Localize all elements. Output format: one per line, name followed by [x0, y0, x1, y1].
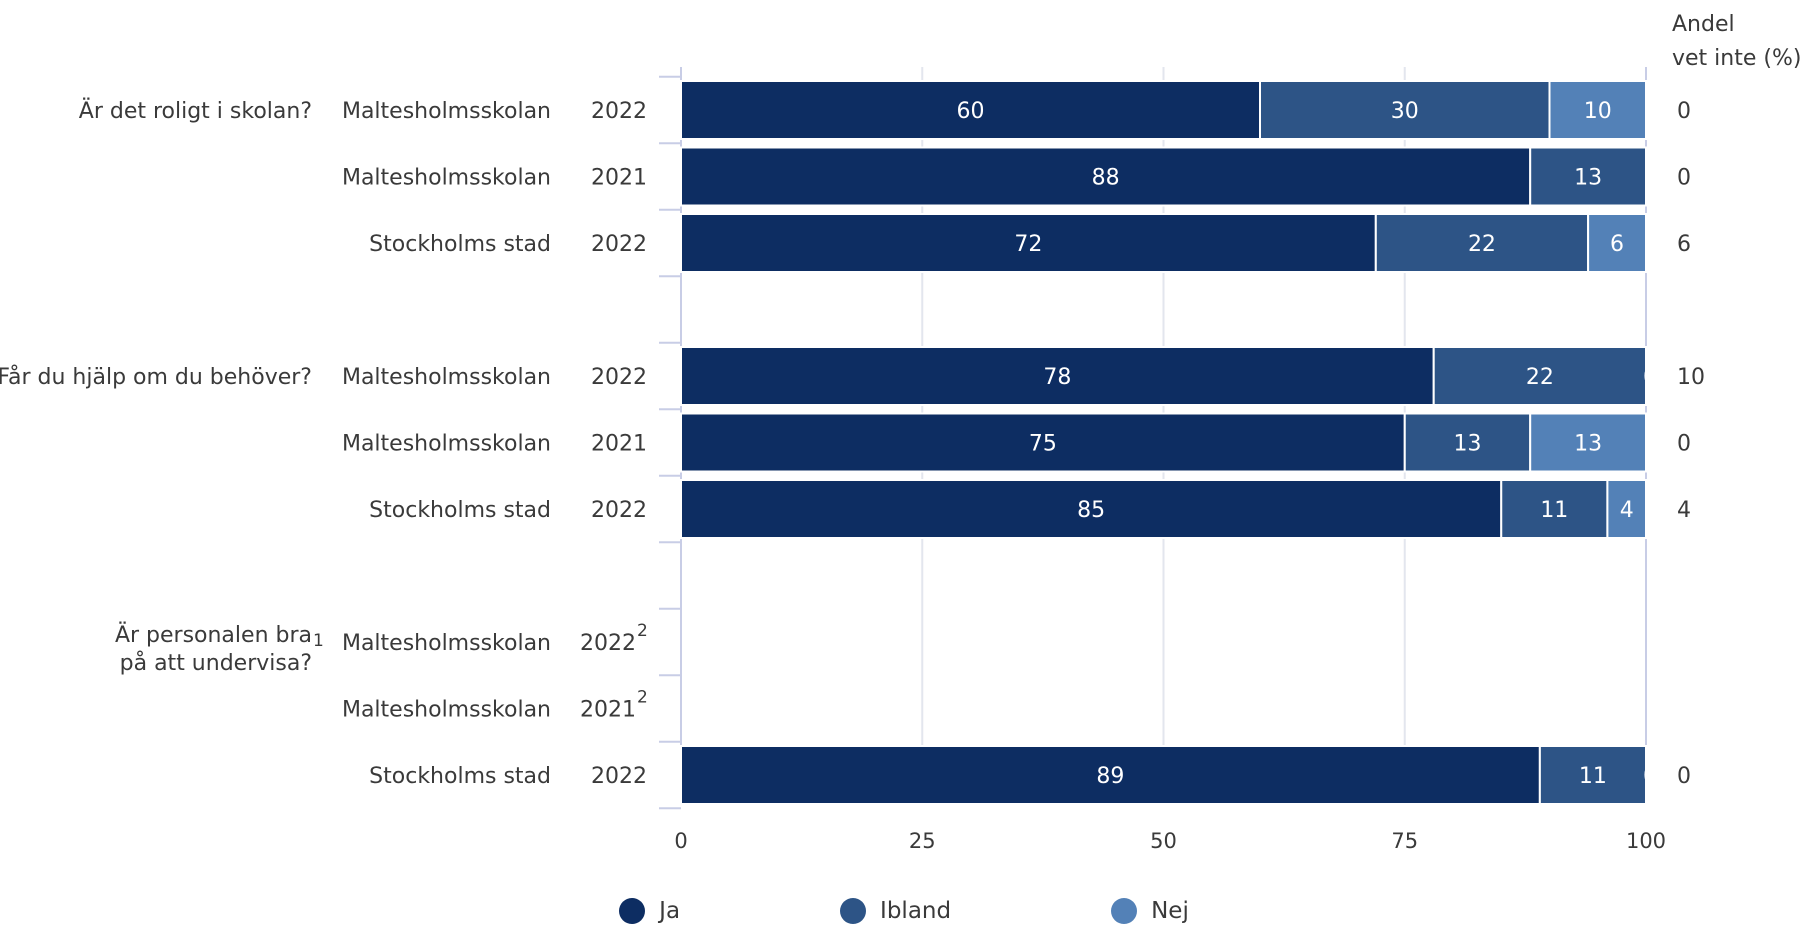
bar-segment — [1500, 479, 1609, 539]
bar-segment — [1606, 479, 1648, 539]
bar-segment — [680, 412, 1406, 473]
legend-label-nej: Nej — [1151, 898, 1189, 924]
year-label: 2022 — [591, 365, 647, 390]
bar-segment — [680, 346, 1435, 406]
x-tick-label: 0 — [674, 829, 687, 853]
bar-value-label: 85 — [1077, 498, 1105, 523]
dont-know-value: 6 — [1677, 232, 1691, 257]
question-label: Får du hjälp om du behöver? — [0, 364, 312, 390]
bar-value-label: 13 — [1574, 166, 1602, 191]
dont-know-value: 0 — [1677, 764, 1691, 789]
legend-swatch-ibland — [840, 898, 867, 924]
dont-know-header: Andel — [1672, 12, 1735, 37]
bar-value-label: 75 — [1029, 432, 1057, 457]
unit-label: Maltesholmsskolan — [342, 166, 551, 191]
year-label: 2022 — [591, 498, 647, 523]
bar-value-label: 72 — [1014, 232, 1042, 257]
bar-segment — [1529, 412, 1647, 473]
bar-value-label: 10 — [1584, 99, 1612, 124]
question-footnote: 1 — [313, 631, 324, 651]
x-tick-label: 25 — [909, 829, 936, 853]
year-label: 2022 — [591, 99, 647, 124]
year-label: 2021 — [591, 166, 647, 191]
bar-segment — [1587, 213, 1647, 273]
bar-segment — [1538, 745, 1647, 805]
bar-segment — [1432, 346, 1647, 406]
unit-label: Maltesholmsskolan — [342, 698, 551, 723]
unit-label: Stockholms stad — [369, 232, 551, 257]
x-tick-label: 50 — [1150, 829, 1177, 853]
question-label: på att undervisa? — [120, 650, 312, 676]
bar-value-label: 88 — [1092, 166, 1120, 191]
unit-label: Maltesholmsskolan — [342, 365, 551, 390]
x-tick-label: 100 — [1626, 829, 1666, 853]
year-label: 2022 — [591, 764, 647, 789]
unit-label: Maltesholmsskolan — [342, 99, 551, 124]
year-label: 2021 — [591, 432, 647, 457]
bar-value-label: 60 — [957, 99, 985, 124]
dont-know-header: vet inte (%) — [1672, 46, 1801, 71]
legend: Ja Ibland Nej — [0, 895, 1808, 927]
bar-value-label: 78 — [1043, 365, 1071, 390]
legend-label-ibland: Ibland — [880, 898, 952, 924]
legend-label-ja: Ja — [659, 898, 681, 924]
legend-item-ja[interactable]: Ja — [619, 898, 680, 924]
bar-value-label: 13 — [1453, 432, 1481, 457]
unit-label: Maltesholmsskolan — [342, 432, 551, 457]
bar-value-label: 0 — [1653, 166, 1667, 191]
year-footnote: 2 — [637, 688, 648, 708]
unit-label: Stockholms stad — [369, 498, 551, 523]
bar-value-label: 0 — [1643, 365, 1657, 390]
bar-segment — [680, 80, 1261, 140]
legend-swatch-nej — [1111, 898, 1138, 924]
dont-know-value: 0 — [1677, 166, 1691, 191]
year-footnote: 2 — [637, 621, 648, 641]
year-label: 2022 — [591, 232, 647, 257]
bar-value-label: 13 — [1574, 432, 1602, 457]
x-tick-label: 75 — [1391, 829, 1418, 853]
year-label: 2022 — [580, 631, 636, 656]
bar-segment — [1529, 146, 1647, 207]
bar-value-label: 22 — [1526, 365, 1554, 390]
unit-label: Stockholms stad — [369, 764, 551, 789]
legend-swatch-ja — [619, 898, 646, 924]
dont-know-value: 4 — [1677, 498, 1691, 523]
bar-segment — [1374, 213, 1590, 273]
bar-segment — [680, 745, 1541, 805]
legend-item-nej[interactable]: Nej — [991, 898, 1189, 924]
bar-value-label: 30 — [1391, 99, 1419, 124]
dont-know-value: 0 — [1677, 99, 1691, 124]
bar-value-label: 6 — [1610, 232, 1624, 257]
bar-value-label: 89 — [1096, 764, 1124, 789]
bar-segment — [1548, 80, 1647, 140]
dont-know-value: 0 — [1677, 432, 1691, 457]
bar-value-label: 11 — [1579, 764, 1607, 789]
bar-segment — [680, 213, 1377, 273]
question-label: Är det roligt i skolan? — [79, 98, 312, 124]
question-label: Är personalen bra — [115, 622, 312, 648]
unit-label: Maltesholmsskolan — [342, 631, 551, 656]
legend-item-ibland[interactable]: Ibland — [720, 898, 951, 924]
bar-value-label: 0 — [1643, 764, 1657, 789]
bar-value-label: 22 — [1468, 232, 1496, 257]
dont-know-value: 10 — [1677, 365, 1705, 390]
bar-value-label: 11 — [1540, 498, 1568, 523]
year-label: 2021 — [580, 698, 636, 723]
bar-value-label: 4 — [1620, 498, 1634, 523]
